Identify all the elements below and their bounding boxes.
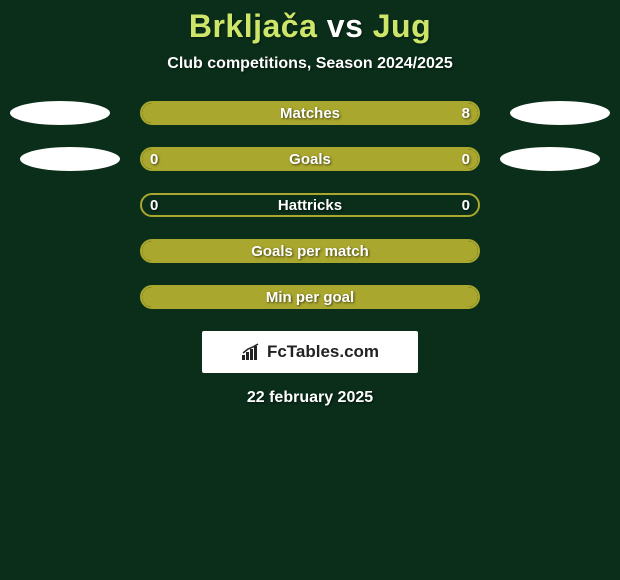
stat-bar: 0 Goals 0 [140,147,480,171]
placeholder-oval-right [500,147,600,171]
stat-label: Matches [280,105,340,122]
brand-text: FcTables.com [267,342,379,362]
chart-icon [241,343,263,361]
stat-bar: 0 Hattricks 0 [140,193,480,217]
placeholder-oval-right [510,101,610,125]
stat-row-hattricks: 0 Hattricks 0 [0,193,620,217]
page-title: Brkljača vs Jug [0,8,620,45]
stat-value-right: 0 [462,151,470,168]
stat-bar: Matches 8 [140,101,480,125]
title-player-right: Jug [373,8,431,44]
stat-bar: Min per goal [140,285,480,309]
stat-value-left: 0 [150,197,158,214]
date-line: 22 february 2025 [0,389,620,407]
stat-row-min-per-goal: Min per goal [0,285,620,309]
stat-value-right: 8 [462,105,470,122]
title-player-left: Brkljača [189,8,318,44]
stat-row-goals-per-match: Goals per match [0,239,620,263]
stat-label: Min per goal [266,289,354,306]
stat-row-goals: 0 Goals 0 [0,147,620,171]
placeholder-oval-left [20,147,120,171]
stat-label: Goals [289,151,331,168]
site-badge[interactable]: FcTables.com [202,331,418,373]
stat-row-matches: Matches 8 [0,101,620,125]
title-vs: vs [327,8,364,44]
stat-label: Hattricks [278,197,342,214]
placeholder-oval-left [10,101,110,125]
stat-value-right: 0 [462,197,470,214]
stat-bar: Goals per match [140,239,480,263]
comparison-card: Brkljača vs Jug Club competitions, Seaso… [0,0,620,407]
subtitle: Club competitions, Season 2024/2025 [0,55,620,73]
stat-label: Goals per match [251,243,369,260]
stat-rows: Matches 8 0 Goals 0 0 Hattricks 0 [0,101,620,309]
stat-value-left: 0 [150,151,158,168]
